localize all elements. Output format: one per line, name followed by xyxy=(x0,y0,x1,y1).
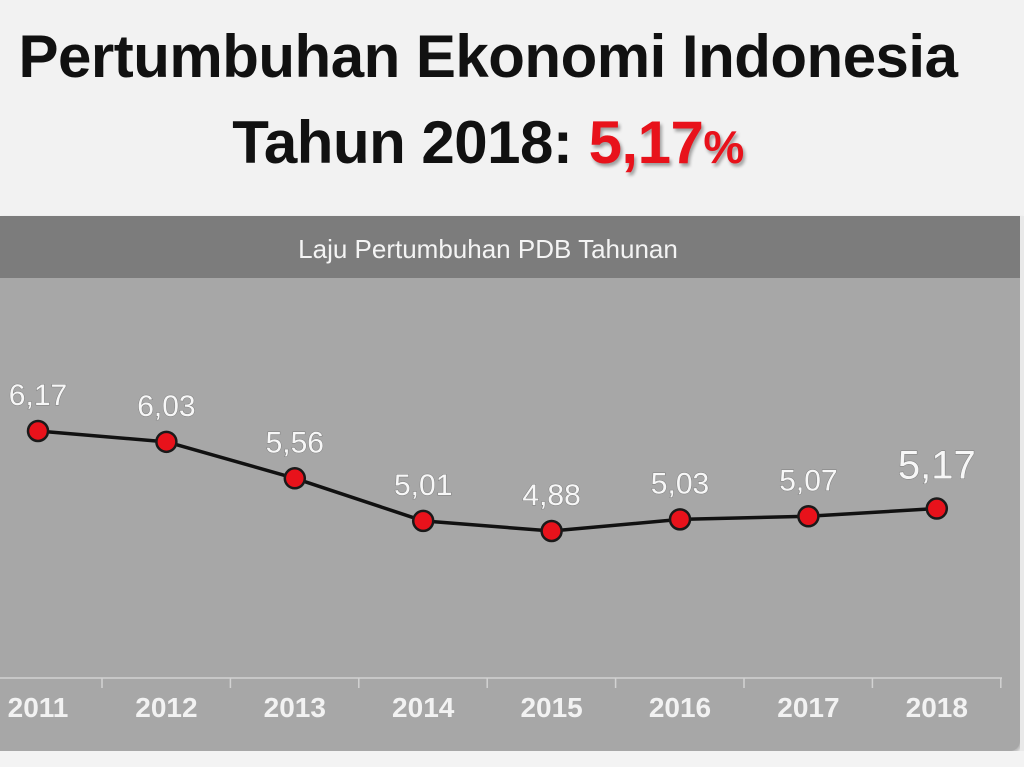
headline-growth-number: 5,17 xyxy=(588,109,704,176)
data-point xyxy=(540,519,563,543)
x-tick-label: 2018 xyxy=(906,692,968,723)
chart-header: Laju Pertumbuhan PDB Tahunan xyxy=(0,216,1020,278)
x-tick-label: 2011 xyxy=(8,692,69,723)
chart-panel: Laju Pertumbuhan PDB Tahunan 6,17 6,03 5,5… xyxy=(0,216,1020,751)
bottom-edge xyxy=(0,751,1024,767)
data-point xyxy=(26,419,50,443)
x-tick-label: 2014 xyxy=(392,692,455,723)
right-edge xyxy=(1020,216,1024,751)
series-line xyxy=(37,429,937,533)
data-point xyxy=(668,508,692,531)
headline-growth-unit: % xyxy=(703,121,744,173)
data-label: 5,07 xyxy=(779,464,837,497)
x-tick-label: 2015 xyxy=(520,692,582,723)
x-tick-label: 2016 xyxy=(649,692,711,723)
data-point xyxy=(155,430,178,454)
data-label: 5,03 xyxy=(651,467,709,500)
headline-year-label: Tahun 2018: xyxy=(232,109,589,176)
x-tick-label: 2017 xyxy=(777,692,839,723)
x-tick-label: 2013 xyxy=(264,692,326,723)
data-label: 5,01 xyxy=(394,469,452,502)
data-point xyxy=(283,467,307,490)
headline-growth-value: 5,17% xyxy=(588,109,745,176)
x-tick-label: 2012 xyxy=(135,692,197,723)
data-label: 5,17 xyxy=(898,444,976,488)
data-label: 6,17 xyxy=(9,379,67,412)
headline: Pertumbuhan Ekonomi Indonesia Tahun 2018… xyxy=(0,0,1024,216)
chart-title: Laju Pertumbuhan PDB Tahunan xyxy=(298,234,678,264)
data-label: 5,56 xyxy=(266,426,324,459)
line-chart: 6,17 6,03 5,56 5,01 4,88 5,03 5,07 5,17 2011 2012… xyxy=(0,379,1002,723)
data-point xyxy=(797,505,820,528)
data-point xyxy=(411,509,435,533)
headline-title: Pertumbuhan Ekonomi Indonesia xyxy=(18,23,958,90)
data-label: 6,03 xyxy=(137,390,195,423)
data-point xyxy=(925,497,949,520)
data-label: 4,88 xyxy=(522,479,580,512)
headline-subtitle: Tahun 2018: 5,17% xyxy=(0,108,976,177)
